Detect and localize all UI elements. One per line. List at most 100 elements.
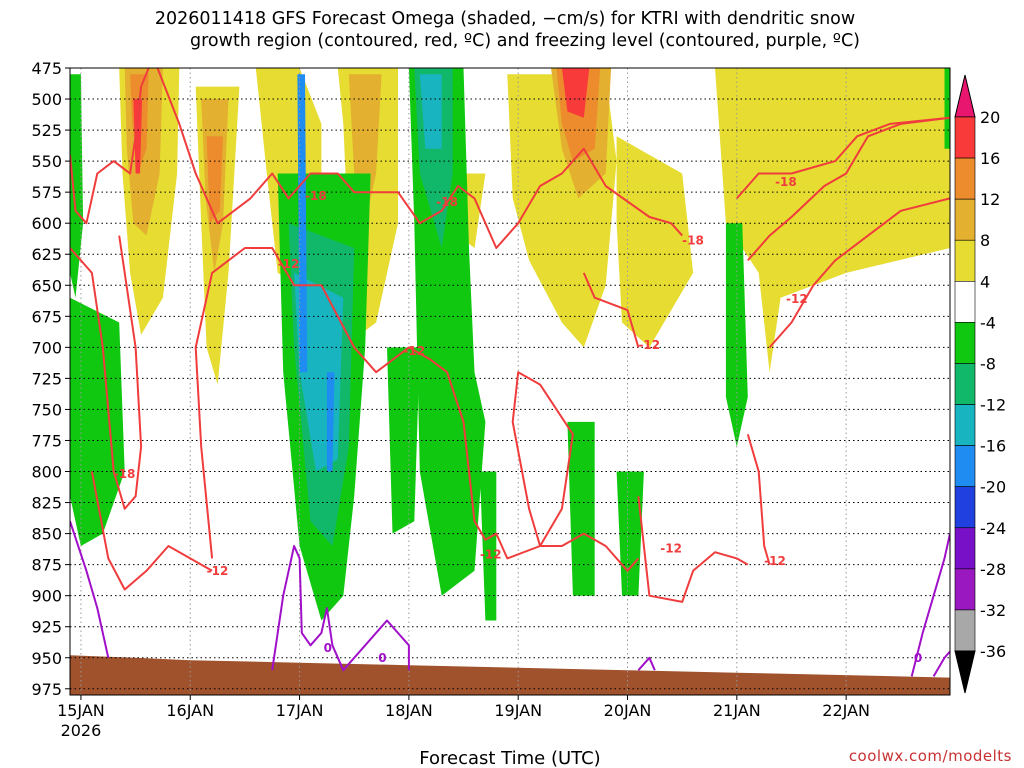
contour-label-15: 0 [914, 651, 922, 665]
freezing-contour-4 [932, 650, 950, 677]
omega-region-15 [616, 136, 694, 348]
y-tick-label-775: 775 [31, 431, 62, 450]
omega-region-16 [715, 68, 950, 373]
contour-label-2: -18 [682, 234, 704, 248]
contour-label-4: -18 [114, 467, 136, 481]
dgz-contour--12-8 [637, 496, 749, 603]
omega-region-27 [419, 74, 442, 149]
colorbar-label--8: -8 [980, 354, 996, 373]
colorbar-bin--24 [954, 486, 976, 529]
x-tick-label-20JAN: 20JAN [604, 701, 652, 720]
colorbar-label--12: -12 [980, 396, 1006, 415]
dgz-contour--18-2 [736, 116, 950, 200]
colorbar-label--32: -32 [980, 601, 1006, 620]
y-tick-label-800: 800 [31, 463, 62, 482]
colorbar-bin--20 [954, 445, 976, 487]
colorbar-label--24: -24 [980, 519, 1006, 538]
freezing-contour-3 [910, 533, 950, 677]
x-tick-sublabel-15JAN: 2026 [61, 721, 102, 740]
dgz-contour--18-0 [70, 68, 150, 225]
colorbar-bin-8 [954, 198, 976, 241]
omega-region-14 [561, 68, 590, 118]
colorbar-bin-16 [954, 116, 976, 159]
freezing-contour-1 [271, 545, 410, 672]
y-tick-label-725: 725 [31, 369, 62, 388]
contour-label-6: -12 [403, 344, 425, 358]
y-tick-label-850: 850 [31, 525, 62, 544]
y-axis: 475 500 525 550 575 600 625 650 675 700 725 750 775 8… [31, 59, 70, 699]
contour-label-9: -12 [638, 338, 660, 352]
colorbar-bin--32 [954, 568, 976, 611]
colorbar-label-16: 16 [980, 149, 1000, 168]
chart-title-line-1: 2026011418 GFS Forecast Omega (shaded, −… [155, 9, 855, 29]
colorbar-label--20: -20 [980, 478, 1006, 497]
y-tick-label-650: 650 [31, 276, 62, 295]
y-tick-label-500: 500 [31, 90, 62, 109]
omega-region-6 [206, 136, 223, 224]
contour-label-3: -18 [775, 175, 797, 189]
y-tick-label-700: 700 [31, 338, 62, 357]
y-tick-label-875: 875 [31, 556, 62, 575]
colorbar-label-8: 8 [980, 231, 990, 250]
y-tick-label-900: 900 [31, 587, 62, 606]
contour-lines [70, 68, 950, 677]
colorbar-bin-20 [954, 74, 976, 118]
omega-region-29 [567, 421, 595, 596]
y-tick-label-475: 475 [31, 59, 62, 78]
y-tick-label-950: 950 [31, 649, 62, 668]
colorbar-bin--36 [954, 609, 976, 652]
x-tick-label-16JAN: 16JAN [166, 701, 214, 720]
colorbar-bin-4 [954, 239, 976, 282]
omega-region-28 [479, 471, 497, 621]
x-tick-label-15JAN: 15JAN [57, 701, 105, 720]
contour-label-14: 0 [378, 651, 386, 665]
contour-label-8: -12 [480, 548, 502, 562]
y-tick-label-675: 675 [31, 307, 62, 326]
contour-label-13: 0 [324, 641, 332, 655]
colorbar-label--4: -4 [980, 313, 996, 332]
y-tick-label-575: 575 [31, 183, 62, 202]
omega-region-23 [326, 372, 335, 472]
x-tick-label-21JAN: 21JAN [713, 701, 761, 720]
colorbar-bin-12 [954, 157, 976, 200]
colorbar-bin--28 [954, 527, 976, 570]
x-axis-title: Forecast Time (UTC) [419, 748, 600, 768]
freezing-contour-0 [70, 520, 110, 659]
omega-shading [70, 68, 950, 621]
omega-region-3 [133, 99, 143, 174]
contour-labels: -18 -18 -18 -18 -18 -12 -12 -12 -12 -12 -12 -12 -12 0… [114, 175, 923, 665]
terrain [70, 655, 950, 695]
contour-label-7: -12 [207, 564, 229, 578]
contour-label-11: -12 [764, 554, 786, 568]
terrain-fill [70, 655, 950, 695]
dgz-contour--12-10 [746, 434, 771, 565]
omega-region-18 [70, 297, 125, 546]
contour-label-0: -18 [305, 189, 327, 203]
contour-label-1: -18 [436, 195, 458, 209]
colorbar-label-20: 20 [980, 108, 1000, 127]
contour-label-5: -12 [278, 257, 300, 271]
y-tick-label-925: 925 [31, 618, 62, 637]
freezing-contour-2 [637, 656, 656, 671]
chart-title-line-2: growth region (contoured, red, ºC) and f… [190, 31, 860, 51]
contour-label-12: -12 [786, 292, 808, 306]
omega-region-32 [944, 68, 950, 149]
y-tick-label-625: 625 [31, 245, 62, 264]
x-tick-label-22JAN: 22JAN [822, 701, 870, 720]
credit-text: coolwx.com/modelts [849, 747, 1012, 765]
dgz-contour--12-4 [90, 471, 213, 591]
colorbar-bin--40 [954, 650, 976, 694]
x-tick-label-19JAN: 19JAN [494, 701, 542, 720]
y-tick-label-600: 600 [31, 214, 62, 233]
y-tick-label-825: 825 [31, 494, 62, 513]
dgz-contour--12-5 [194, 247, 640, 572]
x-tick-label-18JAN: 18JAN [385, 701, 433, 720]
y-tick-label-525: 525 [31, 121, 62, 140]
colorbar-label-12: 12 [980, 190, 1000, 209]
dgz-contour--12-7 [582, 272, 640, 348]
dgz-contour--12-6 [511, 371, 574, 547]
colorbar-label--28: -28 [980, 560, 1006, 579]
colorbar-label-4: 4 [980, 272, 990, 291]
